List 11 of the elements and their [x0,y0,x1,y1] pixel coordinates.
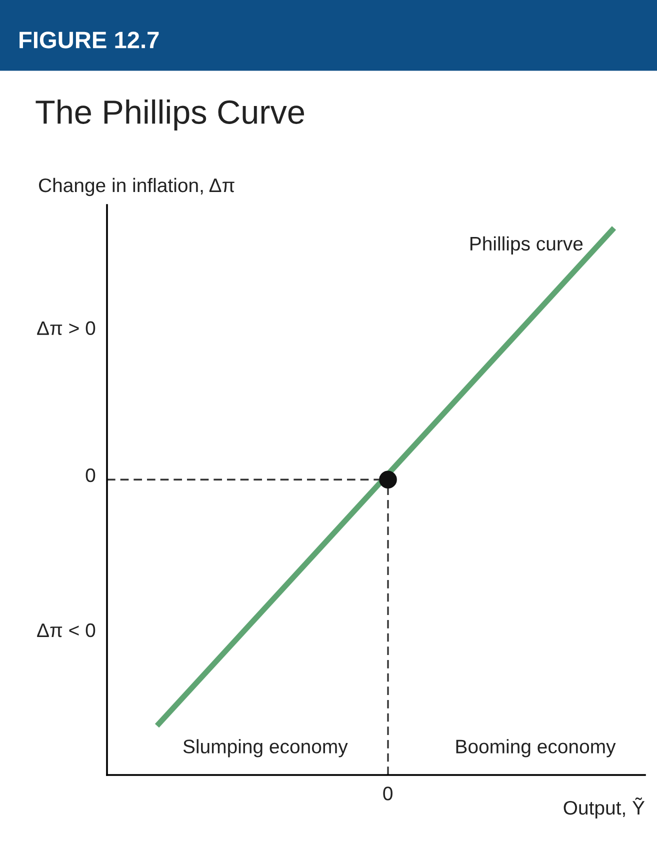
annotation: Δπ > 0 [37,321,96,336]
chart-title: The Phillips Curve [36,99,304,131]
annotation: 0 [86,468,96,482]
annotation: Slumping economy [183,739,348,758]
text: 0 [383,786,392,800]
series-label: Phillips curve [470,236,583,254]
x-axis-title: Output, Ỹ [564,797,645,819]
annotation: Booming economy [456,739,616,758]
y-axis-title: Change in inflation, Δπ [38,178,234,196]
annotation: Δπ < 0 [37,623,96,638]
caption: FIGURE 12.7 [20,32,159,48]
